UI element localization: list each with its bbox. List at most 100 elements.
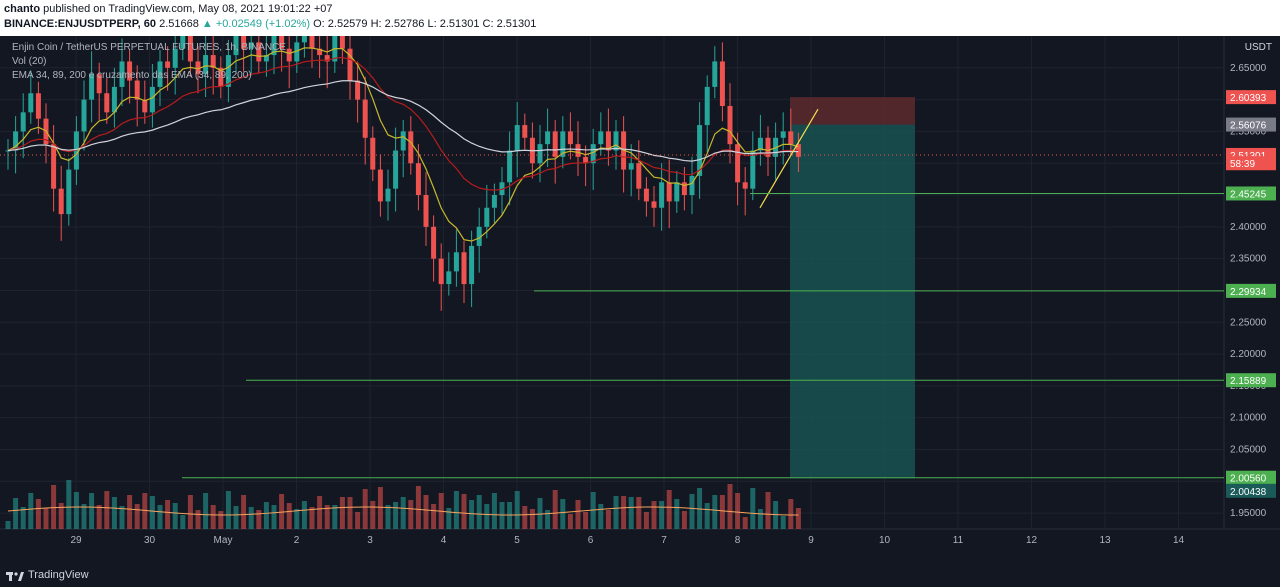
volume-bar <box>165 500 170 529</box>
symbol-line: BINANCE:ENJUSDTPERP, 60 2.51668 ▲ +0.025… <box>4 18 536 30</box>
candle-body <box>424 195 429 227</box>
x-tick-label: 9 <box>808 535 814 546</box>
candle-body <box>370 138 375 170</box>
volume-bar <box>363 489 368 529</box>
volume-bar <box>667 490 672 529</box>
volume-bar <box>560 499 565 529</box>
x-tick-label: 10 <box>879 535 891 546</box>
publish-info: published on TradingView.com, May 08, 20… <box>43 3 332 15</box>
volume-bar <box>173 503 178 529</box>
candle-body <box>310 36 315 49</box>
price-level-label: 2.56076 <box>1230 121 1267 132</box>
volume-bar <box>446 508 451 529</box>
volume-bar <box>705 503 710 529</box>
y-tick-label: 2.65000 <box>1230 63 1267 74</box>
volume-bar <box>97 505 102 529</box>
volume-bar <box>13 498 18 529</box>
publish-header: chanto published on TradingView.com, May… <box>0 0 1280 36</box>
y-tick-label: 2.25000 <box>1230 317 1267 328</box>
candle-body <box>484 208 489 227</box>
volume-bar <box>340 497 345 529</box>
x-tick-label: 11 <box>953 535 964 546</box>
volume-bar <box>682 511 687 529</box>
candle-body <box>36 93 41 118</box>
candle-body <box>150 87 155 112</box>
volume-bar <box>781 516 786 529</box>
candle-body <box>112 87 117 112</box>
candle-body <box>454 252 459 271</box>
volume-bar <box>462 494 467 529</box>
volume-bar <box>378 487 383 529</box>
price-level-label: 2.15889 <box>1230 376 1267 387</box>
volume-bar <box>507 502 512 529</box>
volume-bar <box>249 507 254 529</box>
volume-bar <box>750 488 755 529</box>
volume-bar <box>538 498 543 529</box>
volume-bar <box>735 493 740 529</box>
candle-body <box>690 176 695 195</box>
candle-body <box>386 189 391 202</box>
volume-bar <box>6 521 11 529</box>
volume-bar <box>310 507 315 529</box>
volume-bar <box>598 504 603 529</box>
candle-body <box>416 163 421 195</box>
last-price: 2.51668 <box>159 18 199 30</box>
candle-body <box>66 170 71 215</box>
volume-bar <box>82 504 87 529</box>
volume-bar <box>158 505 163 529</box>
price-level-label: 2.00560 <box>1230 474 1267 485</box>
volume-bar <box>180 515 185 529</box>
y-tick-label: 2.05000 <box>1230 444 1267 455</box>
candle-body <box>545 131 550 144</box>
candle-body <box>644 189 649 202</box>
volume-bar <box>796 508 801 529</box>
x-tick-label: 2 <box>294 535 300 546</box>
volume-bar <box>712 495 717 529</box>
volume-bar <box>393 502 398 529</box>
volume-bar <box>416 486 421 529</box>
volume-bar <box>386 505 391 529</box>
candle-body <box>287 49 292 62</box>
candle-body <box>135 81 140 100</box>
price-change: ▲ +0.02549 (+1.02%) <box>202 18 310 30</box>
volume-bar <box>431 504 436 529</box>
candle-body <box>781 131 786 137</box>
candle-body <box>142 100 147 113</box>
volume-bar <box>583 512 588 529</box>
ema-legend: EMA 34, 89, 200 e cruzamento das EMA (34… <box>12 70 252 81</box>
volume-bar <box>355 512 360 529</box>
candle-body <box>492 195 497 208</box>
volume-bar <box>287 503 292 529</box>
footer: TradingView <box>0 565 1280 587</box>
volume-bar <box>234 506 239 529</box>
candle-body <box>82 100 87 132</box>
candle-body <box>507 151 512 183</box>
price-chart[interactable]: 2.650002.600002.550002.500002.450002.400… <box>0 36 1280 565</box>
candle-body <box>393 151 398 189</box>
volume-bar <box>522 506 527 529</box>
volume-bar <box>120 506 125 529</box>
volume-bar <box>469 500 474 529</box>
candle-body <box>629 163 634 169</box>
volume-bar <box>135 504 140 529</box>
candle-body <box>431 227 436 259</box>
chart-background <box>0 36 1280 565</box>
candle-body <box>743 182 748 188</box>
publisher-name[interactable]: chanto <box>4 3 40 15</box>
chart-title: Enjin Coin / TetherUS PERPETUAL FUTURES,… <box>12 42 286 53</box>
candle-body <box>750 151 755 189</box>
candle-body <box>682 182 687 195</box>
candle-body <box>28 93 33 112</box>
candle-body <box>659 182 664 207</box>
volume-bar <box>348 497 353 529</box>
volume-bar <box>629 497 634 529</box>
volume-bar <box>44 508 49 529</box>
x-tick-label: May <box>214 535 233 546</box>
volume-bar <box>576 500 581 529</box>
candle-body <box>515 125 520 150</box>
volume-bar <box>112 497 117 529</box>
candle-body <box>522 125 527 138</box>
candle-body <box>568 131 573 144</box>
candle-body <box>735 144 740 182</box>
stop-loss-zone <box>790 97 915 124</box>
